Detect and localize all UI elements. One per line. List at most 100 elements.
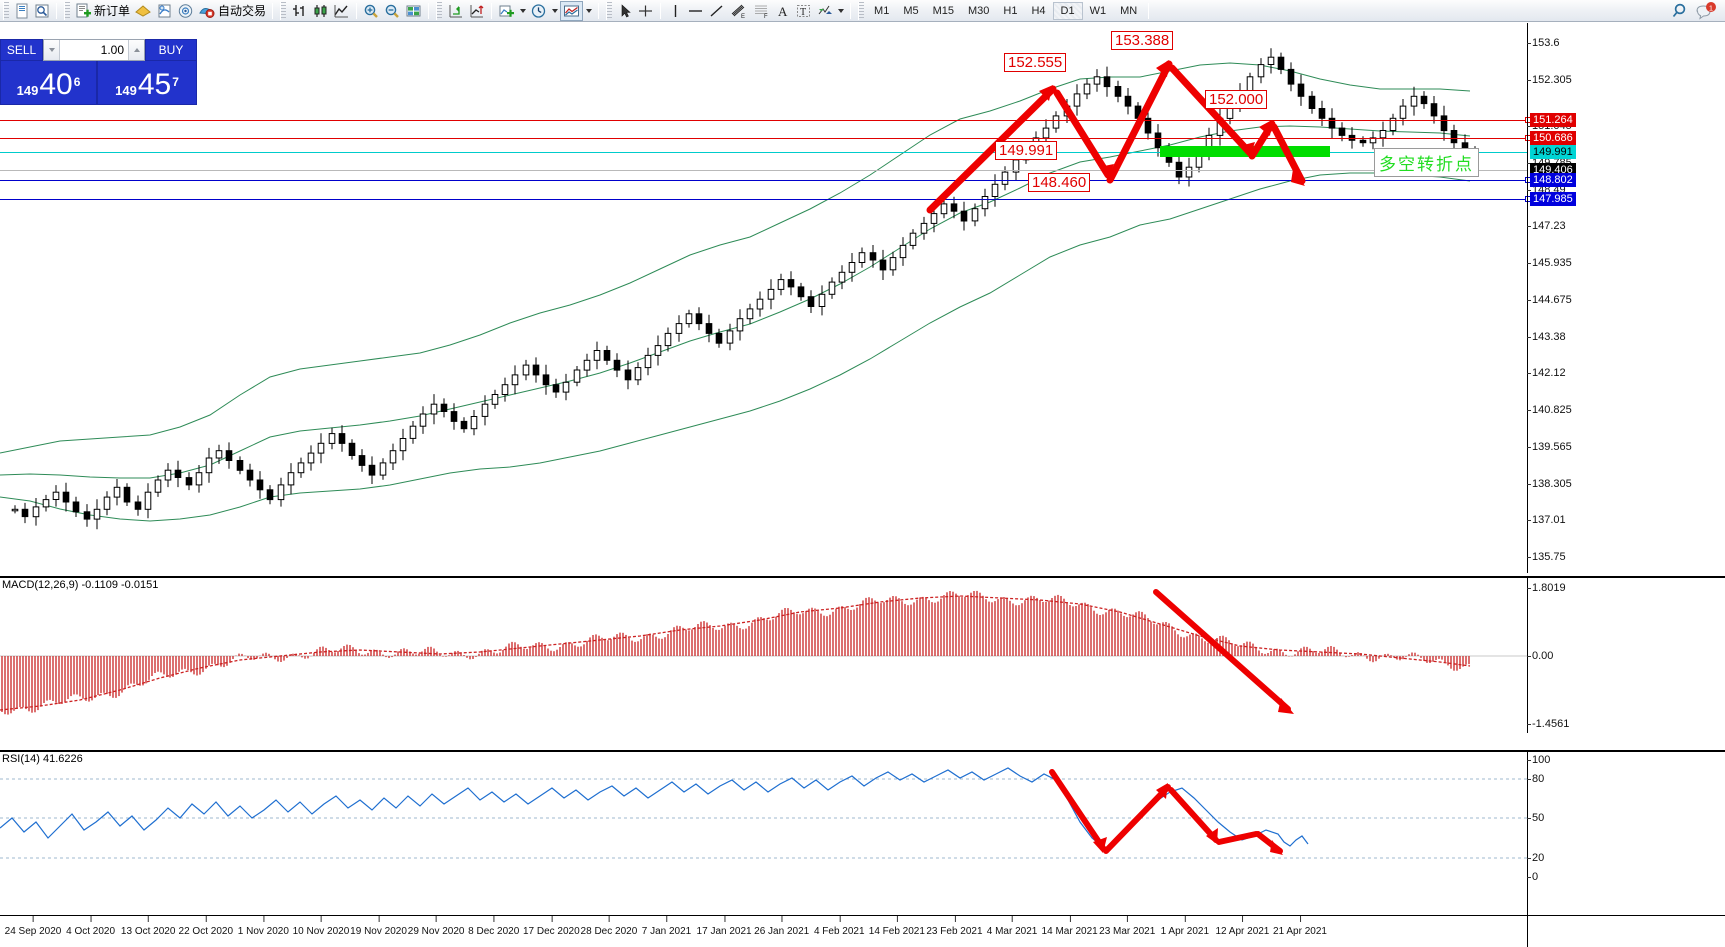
date-axis[interactable]: 24 Sep 2020 4 Oct 2020 13 Oct 2020 22 Oct 2… xyxy=(0,915,1725,947)
toolbar-grip-3[interactable] xyxy=(280,1,287,20)
sell-price-display[interactable]: 149 40 6 xyxy=(0,61,97,105)
price-axis[interactable]: 153.6 152.305 151.045 149.785 148.49 147… xyxy=(1527,23,1725,573)
price-tick: 142.12 xyxy=(1527,367,1566,379)
sell-price-fraction: 6 xyxy=(73,75,81,89)
zoom-out-icon[interactable] xyxy=(382,1,403,21)
volume-decrease-button[interactable] xyxy=(44,40,60,60)
line-chart-icon[interactable] xyxy=(331,1,352,21)
arrows-icon[interactable] xyxy=(814,1,835,21)
price-label-151264[interactable]: 151.264 xyxy=(1530,113,1576,127)
auto-trading-button[interactable]: 自动交易 xyxy=(218,1,268,21)
annotation-149991[interactable]: 149.991 xyxy=(995,141,1058,160)
date-tick: 23 Mar 2021 xyxy=(1099,916,1156,937)
candlestick-chart-icon[interactable] xyxy=(310,1,331,21)
rsi-tick: 50 xyxy=(1526,812,1545,824)
price-tick: 153.6 xyxy=(1527,37,1560,49)
resistance-line-150686[interactable] xyxy=(0,135,1531,141)
macd-tick: 0.00 xyxy=(1526,650,1554,662)
volume-stepper[interactable]: 1.00 xyxy=(43,39,145,61)
rsi-pane[interactable]: RSI(14) 41.6226 100 80 xyxy=(0,750,1725,915)
volume-input[interactable]: 1.00 xyxy=(60,40,128,60)
timeframe-h1[interactable]: H1 xyxy=(1003,4,1018,17)
macd-pane[interactable]: MACD(12,26,9) -0.1109 -0.0151 1.8019 0.0… xyxy=(0,576,1725,733)
timeframe-m15[interactable]: M15 xyxy=(932,4,954,17)
price-tick: 143.38 xyxy=(1527,331,1566,343)
timeframe-w1[interactable]: W1 xyxy=(1089,4,1107,17)
macd-axis[interactable]: 1.8019 0.00 -1.4561 xyxy=(1526,578,1725,733)
new-order-icon[interactable] xyxy=(73,1,94,21)
toolbar-grip[interactable] xyxy=(3,1,9,20)
svg-text:T: T xyxy=(800,7,806,18)
annotation-turning-point-note[interactable]: 多空转折点 xyxy=(1374,148,1479,177)
volume-increase-button[interactable] xyxy=(128,40,144,60)
add-indicator-icon[interactable] xyxy=(496,1,517,21)
support-zone-rectangle[interactable] xyxy=(1160,146,1330,157)
annotation-148460[interactable]: 148.460 xyxy=(1028,173,1091,192)
toolbar-grip-5[interactable] xyxy=(606,1,613,20)
period-separator-icon[interactable] xyxy=(528,1,549,21)
svg-text:1: 1 xyxy=(1709,3,1713,12)
new-order-button[interactable]: 新订单 xyxy=(94,1,132,21)
period-dropdown-arrow[interactable] xyxy=(549,1,560,21)
text-label-icon[interactable]: T xyxy=(793,1,814,21)
line-anchor[interactable] xyxy=(1525,196,1531,202)
support-line-148802[interactable] xyxy=(0,177,1531,183)
timeframe-m5[interactable]: M5 xyxy=(903,4,919,17)
buy-price-display[interactable]: 149 45 7 xyxy=(97,61,197,105)
rsi-axis[interactable]: 100 80 50 20 0 xyxy=(1526,752,1725,915)
vertical-line-icon[interactable] xyxy=(665,1,685,21)
auto-trading-icon[interactable] xyxy=(196,1,218,21)
search-icon[interactable] xyxy=(1669,1,1693,21)
toolbar-grip-4[interactable] xyxy=(436,1,443,20)
price-label-148802[interactable]: 148.802 xyxy=(1530,173,1576,187)
toolbar-separator-3 xyxy=(356,2,358,19)
pivot-line-149991[interactable] xyxy=(0,152,1527,153)
toolbar-grip-6[interactable] xyxy=(858,1,865,20)
navigator-icon[interactable] xyxy=(175,1,196,21)
chart-shift-icon[interactable] xyxy=(403,1,424,21)
zoom-in-icon[interactable] xyxy=(361,1,382,21)
line-anchor[interactable] xyxy=(1525,117,1531,123)
annotation-152000[interactable]: 152.000 xyxy=(1205,90,1268,109)
arrows-dropdown-arrow[interactable] xyxy=(835,1,846,21)
timeframe-m1[interactable]: M1 xyxy=(874,4,890,17)
equidistant-channel-icon[interactable]: E xyxy=(727,1,750,21)
one-click-trading-panel[interactable]: SELL 1.00 BUY 149 40 6 149 45 7 xyxy=(0,39,197,105)
last-price-line-149406 xyxy=(0,170,1527,171)
horizontal-line-icon[interactable] xyxy=(685,1,706,21)
expert-advisors-icon[interactable] xyxy=(132,1,154,21)
price-label-149991[interactable]: 149.991 xyxy=(1530,145,1576,159)
bar-chart-icon[interactable] xyxy=(289,1,310,21)
support-line-147985[interactable] xyxy=(0,196,1531,202)
data-window-icon[interactable] xyxy=(154,1,175,21)
price-label-150686[interactable]: 150.686 xyxy=(1530,131,1576,145)
timeframe-d1[interactable]: D1 xyxy=(1052,1,1083,20)
line-anchor[interactable] xyxy=(1525,135,1531,141)
templates-dropdown-arrow[interactable] xyxy=(583,1,594,21)
date-tick: 28 Dec 2020 xyxy=(580,916,638,937)
toolbar-grip-2[interactable] xyxy=(64,1,70,20)
resistance-line-151264[interactable] xyxy=(0,117,1531,123)
crosshair-icon[interactable] xyxy=(635,1,656,21)
text-tool-icon[interactable]: A xyxy=(773,1,793,21)
cursor-icon[interactable] xyxy=(615,1,635,21)
buy-button[interactable]: BUY xyxy=(145,39,197,61)
annotation-152555[interactable]: 152.555 xyxy=(1004,53,1067,72)
timeframe-mn[interactable]: MN xyxy=(1120,4,1138,17)
sell-button[interactable]: SELL xyxy=(0,39,43,61)
timeframe-m30[interactable]: M30 xyxy=(968,4,990,17)
templates-icon[interactable] xyxy=(560,0,584,21)
line-anchor[interactable] xyxy=(1525,177,1531,183)
market-watch-icon[interactable] xyxy=(32,1,52,21)
price-label-147985[interactable]: 147.985 xyxy=(1530,192,1576,206)
trendline-icon[interactable] xyxy=(706,1,727,21)
price-pane[interactable]: 152.555 153.388 152.000 149.991 148.460 … xyxy=(0,23,1725,573)
notifications-icon[interactable]: 1 xyxy=(1693,1,1719,21)
terminal-icon[interactable] xyxy=(12,1,32,21)
timeframe-h4[interactable]: H4 xyxy=(1031,4,1046,17)
chart-shift-end-icon[interactable] xyxy=(466,1,487,21)
auto-scroll-icon[interactable] xyxy=(445,1,466,21)
add-indicator-dropdown-arrow[interactable] xyxy=(517,1,528,21)
fibonacci-icon[interactable]: F xyxy=(750,1,773,21)
annotation-153388[interactable]: 153.388 xyxy=(1111,31,1174,50)
